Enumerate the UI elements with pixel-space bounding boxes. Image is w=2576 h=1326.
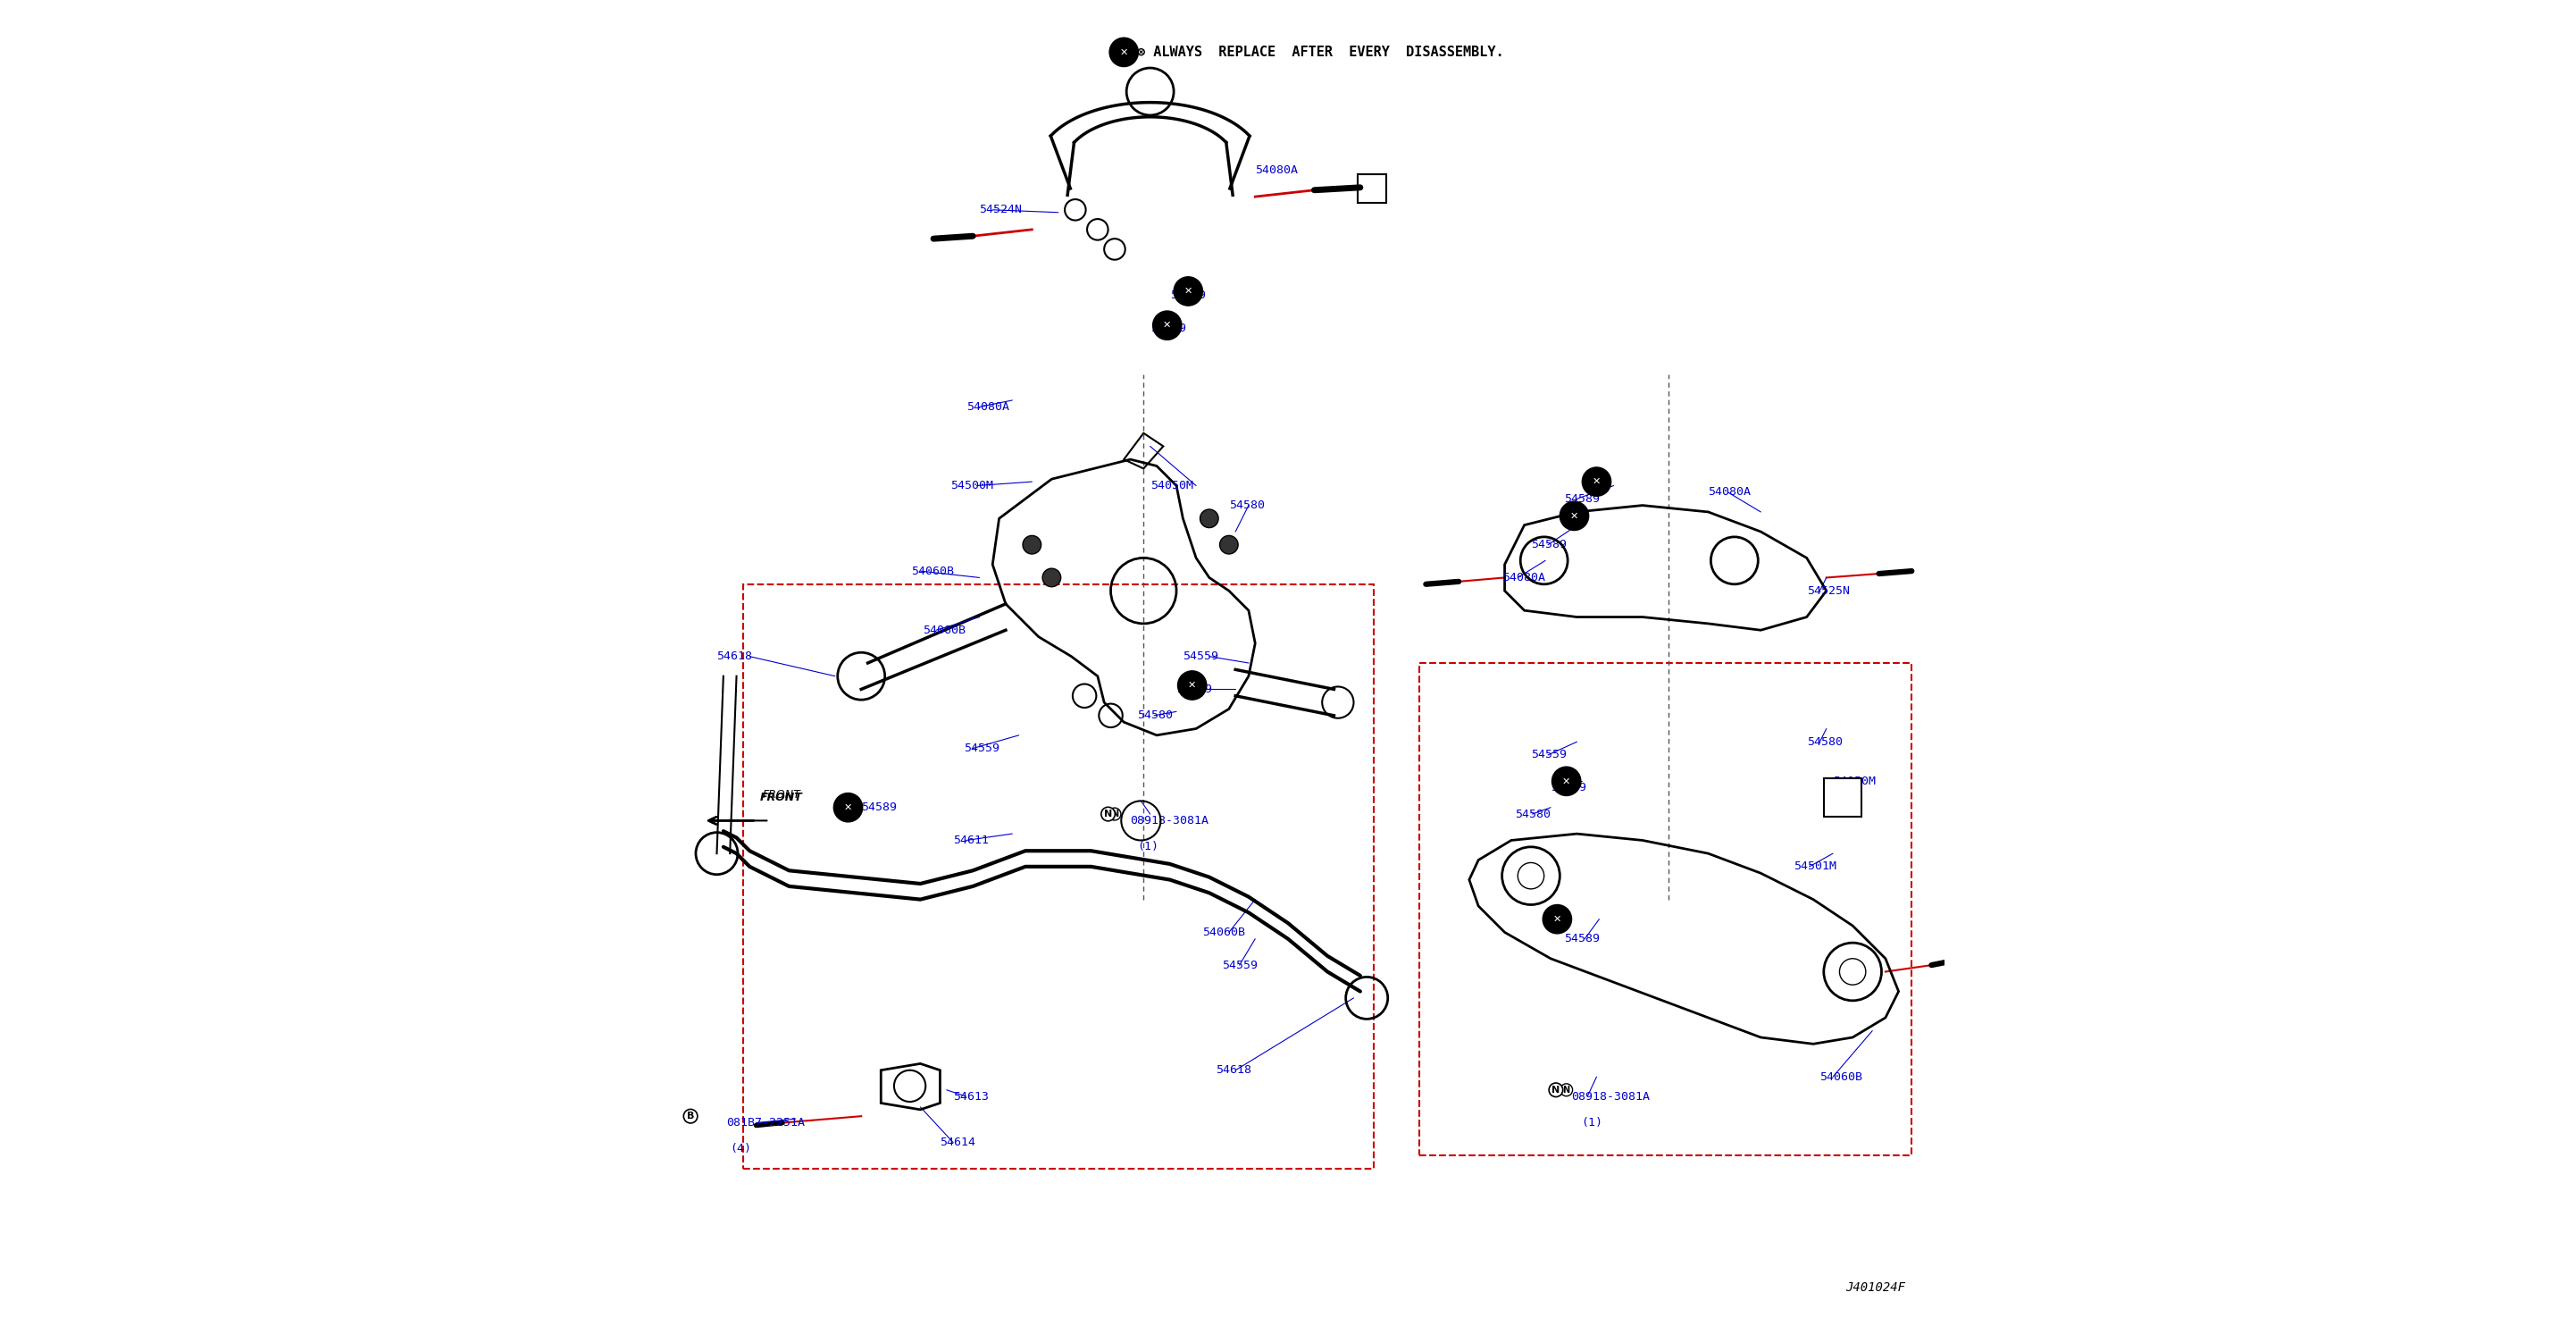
Circle shape — [1177, 671, 1206, 700]
Text: 54050M: 54050M — [1149, 480, 1193, 492]
Text: 54060B: 54060B — [1819, 1071, 1862, 1082]
Text: J401024F: J401024F — [1844, 1281, 1906, 1294]
Text: 54614: 54614 — [940, 1136, 976, 1148]
Text: 54589: 54589 — [1551, 782, 1587, 793]
Text: 54080A: 54080A — [966, 400, 1010, 412]
Text: 54580: 54580 — [1136, 709, 1172, 721]
Text: 54589: 54589 — [1530, 538, 1566, 550]
Circle shape — [1043, 569, 1061, 587]
Text: 54580: 54580 — [1515, 809, 1551, 819]
Text: ✕: ✕ — [1121, 48, 1128, 57]
Text: 54589: 54589 — [860, 802, 896, 813]
Text: 54559: 54559 — [1182, 651, 1218, 662]
Text: ✕: ✕ — [1188, 680, 1195, 690]
Text: (1): (1) — [1582, 1116, 1602, 1128]
Text: 54589: 54589 — [1564, 934, 1600, 944]
Text: 54580: 54580 — [1806, 736, 1842, 748]
Circle shape — [1110, 37, 1139, 66]
Text: 54618: 54618 — [1216, 1065, 1252, 1075]
Text: 54080A: 54080A — [1502, 572, 1546, 583]
Text: ✕: ✕ — [845, 804, 853, 812]
Text: 54589: 54589 — [1177, 683, 1213, 695]
Text: 54589: 54589 — [1564, 493, 1600, 505]
Text: (4): (4) — [729, 1143, 752, 1155]
Text: ✕: ✕ — [1185, 286, 1193, 296]
Circle shape — [1551, 766, 1582, 796]
Text: 08918-3081A: 08918-3081A — [1571, 1091, 1651, 1102]
Circle shape — [1200, 509, 1218, 528]
Text: 54050M: 54050M — [1834, 776, 1875, 788]
FancyBboxPatch shape — [1358, 174, 1386, 203]
Text: 54501M: 54501M — [1793, 861, 1837, 873]
Text: N: N — [1551, 1086, 1561, 1094]
Circle shape — [1218, 536, 1239, 554]
Text: ✕: ✕ — [1553, 915, 1561, 924]
Text: 54559: 54559 — [1224, 959, 1257, 971]
Circle shape — [835, 793, 863, 822]
Text: 54589: 54589 — [1149, 322, 1185, 334]
Text: ✕: ✕ — [1569, 512, 1579, 520]
Text: 54060B: 54060B — [1203, 927, 1247, 937]
Text: FRONT: FRONT — [760, 792, 804, 804]
Text: 54613: 54613 — [953, 1091, 989, 1102]
Circle shape — [1543, 904, 1571, 934]
Text: ✕: ✕ — [1561, 777, 1571, 786]
Text: 08918-3081A: 08918-3081A — [1131, 814, 1208, 826]
Text: 54618: 54618 — [716, 651, 752, 662]
Text: FRONT: FRONT — [762, 789, 801, 801]
Text: ✕: ✕ — [1592, 477, 1600, 487]
Text: 54559: 54559 — [1530, 749, 1566, 761]
Text: 54524N: 54524N — [979, 204, 1023, 216]
Circle shape — [1151, 312, 1182, 339]
Text: 54080A: 54080A — [1255, 164, 1298, 176]
Text: N: N — [1105, 810, 1113, 818]
Text: B: B — [688, 1111, 696, 1120]
Text: 54611: 54611 — [953, 834, 989, 846]
Text: 54500M: 54500M — [951, 480, 994, 492]
Text: 54559: 54559 — [963, 743, 999, 754]
Text: N: N — [1110, 810, 1118, 818]
Text: ⊗ ALWAYS  REPLACE  AFTER  EVERY  DISASSEMBLY.: ⊗ ALWAYS REPLACE AFTER EVERY DISASSEMBLY… — [1136, 45, 1504, 58]
Text: 54060B: 54060B — [912, 565, 953, 577]
Text: 54589: 54589 — [1170, 289, 1206, 301]
Text: 54060B: 54060B — [922, 625, 966, 636]
Circle shape — [1561, 501, 1589, 530]
Text: ✕: ✕ — [1162, 321, 1172, 330]
Text: (1): (1) — [1136, 841, 1159, 853]
Circle shape — [1175, 277, 1203, 306]
Text: N: N — [1564, 1086, 1569, 1094]
Text: 54580: 54580 — [1229, 500, 1265, 512]
FancyBboxPatch shape — [1824, 778, 1862, 817]
Circle shape — [1023, 536, 1041, 554]
Text: 54525N: 54525N — [1806, 585, 1850, 597]
Text: 54080A: 54080A — [1708, 487, 1752, 499]
Circle shape — [1582, 467, 1610, 496]
Text: 081B7-2251A: 081B7-2251A — [726, 1116, 804, 1128]
